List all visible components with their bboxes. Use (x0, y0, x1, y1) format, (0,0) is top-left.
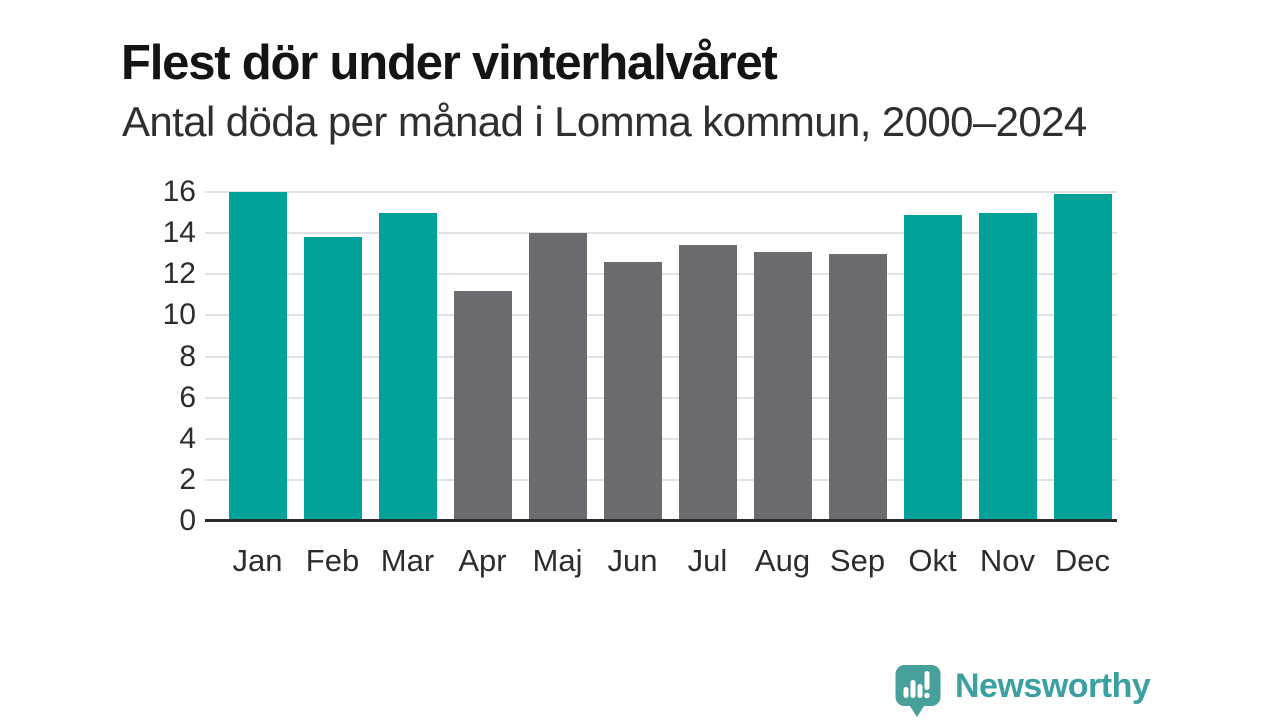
month-label-apr: Apr (458, 543, 507, 578)
gridline-y14 (205, 232, 1117, 235)
month-label-okt: Okt (908, 543, 957, 578)
month-label-nov: Nov (979, 543, 1036, 578)
y-tick-label-16: 16 (162, 175, 196, 208)
month-label-feb: Feb (305, 543, 360, 578)
month-label-jun: Jun (607, 543, 658, 578)
x-axis-line (205, 519, 1117, 522)
bar-dec (1053, 194, 1112, 521)
chart-subtitle: Antal döda per månad i Lomma kommun, 200… (122, 98, 1087, 145)
bar-apr (453, 290, 512, 521)
bar-feb (303, 237, 362, 521)
y-tick-label-14: 14 (162, 216, 196, 250)
y-tick-label-2: 2 (179, 462, 196, 496)
y-tick-label-12: 12 (162, 257, 196, 291)
bar-maj (528, 233, 587, 521)
bar-jan (228, 192, 287, 521)
month-label-aug: Aug (754, 543, 811, 578)
month-label-sep: Sep (829, 543, 886, 578)
y-tick-label-8: 8 (179, 339, 196, 373)
chart-title: Flest dör under vinterhalvåret (121, 35, 778, 90)
y-tick-label-10: 10 (162, 298, 196, 332)
bar-sep (828, 253, 887, 521)
month-label-jul: Jul (687, 543, 728, 578)
month-label-jan: Jan (232, 543, 283, 578)
month-label-mar: Mar (380, 543, 435, 578)
gridline-y16 (205, 191, 1117, 193)
month-label-maj: Maj (532, 543, 583, 578)
y-tick-label-6: 6 (179, 380, 196, 414)
plot-area: 0 2 4 6 8 10 12 14 16 Jan Feb Mar Apr Maj Jun Jul Aug Sep… (163, 176, 1117, 578)
brand-name: Newsworthy (955, 667, 1151, 705)
month-label-dec: Dec (1054, 543, 1111, 578)
bar-mar (378, 212, 437, 521)
bar-jul (678, 245, 737, 521)
brand-footer: Newsworthy (895, 664, 1151, 718)
bar-okt (903, 214, 962, 521)
newsworthy-logo-icon (895, 665, 941, 717)
y-tick-label-0: 0 (179, 504, 196, 537)
bar-jun (603, 261, 662, 521)
bar-aug (753, 251, 812, 521)
bar-nov (978, 212, 1037, 521)
y-tick-label-4: 4 (179, 421, 196, 455)
